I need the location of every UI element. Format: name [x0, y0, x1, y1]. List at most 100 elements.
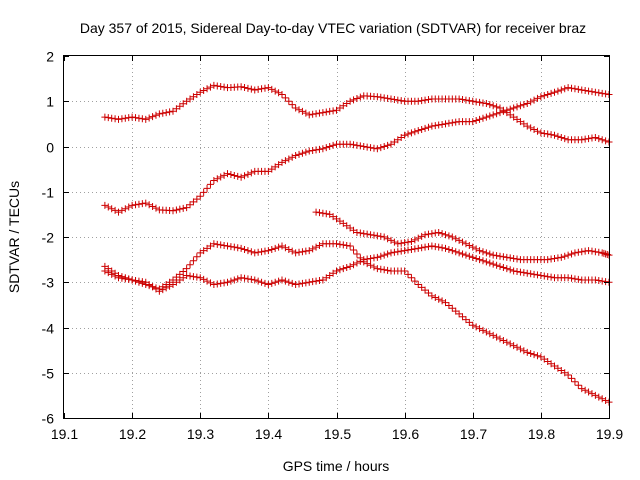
- data-point: [600, 249, 608, 257]
- data-point: [380, 233, 388, 241]
- data-point: [479, 114, 487, 122]
- data-point: [125, 275, 133, 283]
- data-point: [264, 281, 272, 289]
- data-point: [312, 243, 320, 251]
- data-point: [186, 272, 194, 280]
- data-point: [493, 252, 501, 260]
- data-point: [322, 144, 330, 152]
- x-tick-label: 19.5: [324, 426, 351, 442]
- data-point: [142, 281, 150, 289]
- data-point: [360, 258, 368, 266]
- data-point: [486, 112, 494, 120]
- data-point: [421, 231, 429, 239]
- data-point: [544, 256, 552, 264]
- data-point: [438, 297, 446, 305]
- data-point: [394, 240, 402, 248]
- data-point: [574, 381, 582, 389]
- data-point: [213, 280, 221, 288]
- data-point: [302, 109, 310, 117]
- data-point: [264, 84, 272, 92]
- data-point: [462, 96, 470, 104]
- data-point: [513, 268, 521, 276]
- data-point: [564, 84, 572, 92]
- data-point: [465, 97, 473, 105]
- data-point: [506, 254, 514, 262]
- data-point: [568, 250, 576, 258]
- data-point: [159, 109, 167, 117]
- data-point: [469, 118, 477, 126]
- data-point: [397, 97, 405, 105]
- data-point: [360, 143, 368, 150]
- data-point: [281, 94, 289, 102]
- data-point: [547, 131, 555, 139]
- data-point: [377, 144, 385, 152]
- data-point: [292, 104, 300, 112]
- data-point: [237, 173, 245, 181]
- data-point: [513, 103, 521, 111]
- data-point: [305, 111, 313, 119]
- data-point: [285, 97, 293, 105]
- y-tick-label: -1: [42, 185, 55, 201]
- data-point: [476, 325, 484, 333]
- data-point: [435, 228, 443, 236]
- data-point: [486, 250, 494, 258]
- data-point: [482, 328, 490, 336]
- chart-title: Day 357 of 2015, Sidereal Day-to-day VTE…: [80, 20, 586, 36]
- data-point: [390, 96, 398, 104]
- data-point: [370, 263, 378, 271]
- data-point: [503, 265, 511, 273]
- data-point: [428, 242, 436, 250]
- data-point: [472, 116, 480, 124]
- data-point: [486, 101, 494, 109]
- data-point: [278, 158, 286, 166]
- data-point: [503, 253, 511, 261]
- data-point: [155, 110, 163, 118]
- data-point: [533, 94, 541, 102]
- data-point: [431, 243, 439, 251]
- x-tick-label: 19.3: [187, 426, 214, 442]
- data-point: [595, 277, 603, 285]
- axis-ticks: 19.1 19.2 19.3 19.4 19.5 19.6 19.7 19.8 19.9 -6 -5…: [42, 49, 624, 443]
- data-point: [230, 276, 238, 284]
- data-point: [111, 272, 119, 280]
- data-point: [602, 90, 610, 98]
- data-point: [322, 108, 330, 116]
- data-point: [319, 145, 327, 153]
- data-point: [373, 93, 381, 101]
- data-point: [220, 171, 228, 179]
- data-point: [588, 390, 596, 398]
- data-point: [169, 207, 177, 215]
- data-point: [510, 342, 518, 350]
- data-point: [493, 103, 501, 111]
- data-point: [428, 292, 436, 300]
- data-point: [377, 265, 385, 273]
- data-point: [193, 253, 201, 261]
- data-point: [234, 244, 242, 252]
- data-point: [380, 94, 388, 102]
- data-point: [551, 131, 558, 139]
- data-point: [479, 326, 487, 334]
- data-point: [101, 113, 109, 121]
- data-point: [602, 250, 610, 258]
- data-point: [493, 110, 501, 118]
- data-point: [370, 254, 378, 262]
- data-point: [186, 261, 194, 269]
- data-point: [530, 270, 538, 278]
- data-point: [203, 277, 211, 285]
- data-point: [176, 205, 184, 213]
- data-point: [363, 230, 371, 238]
- data-point: [353, 95, 361, 103]
- data-point: [387, 95, 395, 103]
- data-point: [523, 348, 531, 356]
- y-tick-label: -2: [42, 230, 55, 246]
- data-point: [128, 276, 136, 284]
- data-point: [411, 245, 419, 253]
- data-point: [493, 261, 501, 269]
- data-point: [448, 247, 456, 255]
- data-point: [561, 252, 569, 260]
- data-point: [571, 85, 579, 93]
- data-point: [585, 388, 593, 396]
- data-point: [295, 248, 303, 256]
- data-point: [237, 244, 245, 252]
- data-point: [595, 135, 603, 143]
